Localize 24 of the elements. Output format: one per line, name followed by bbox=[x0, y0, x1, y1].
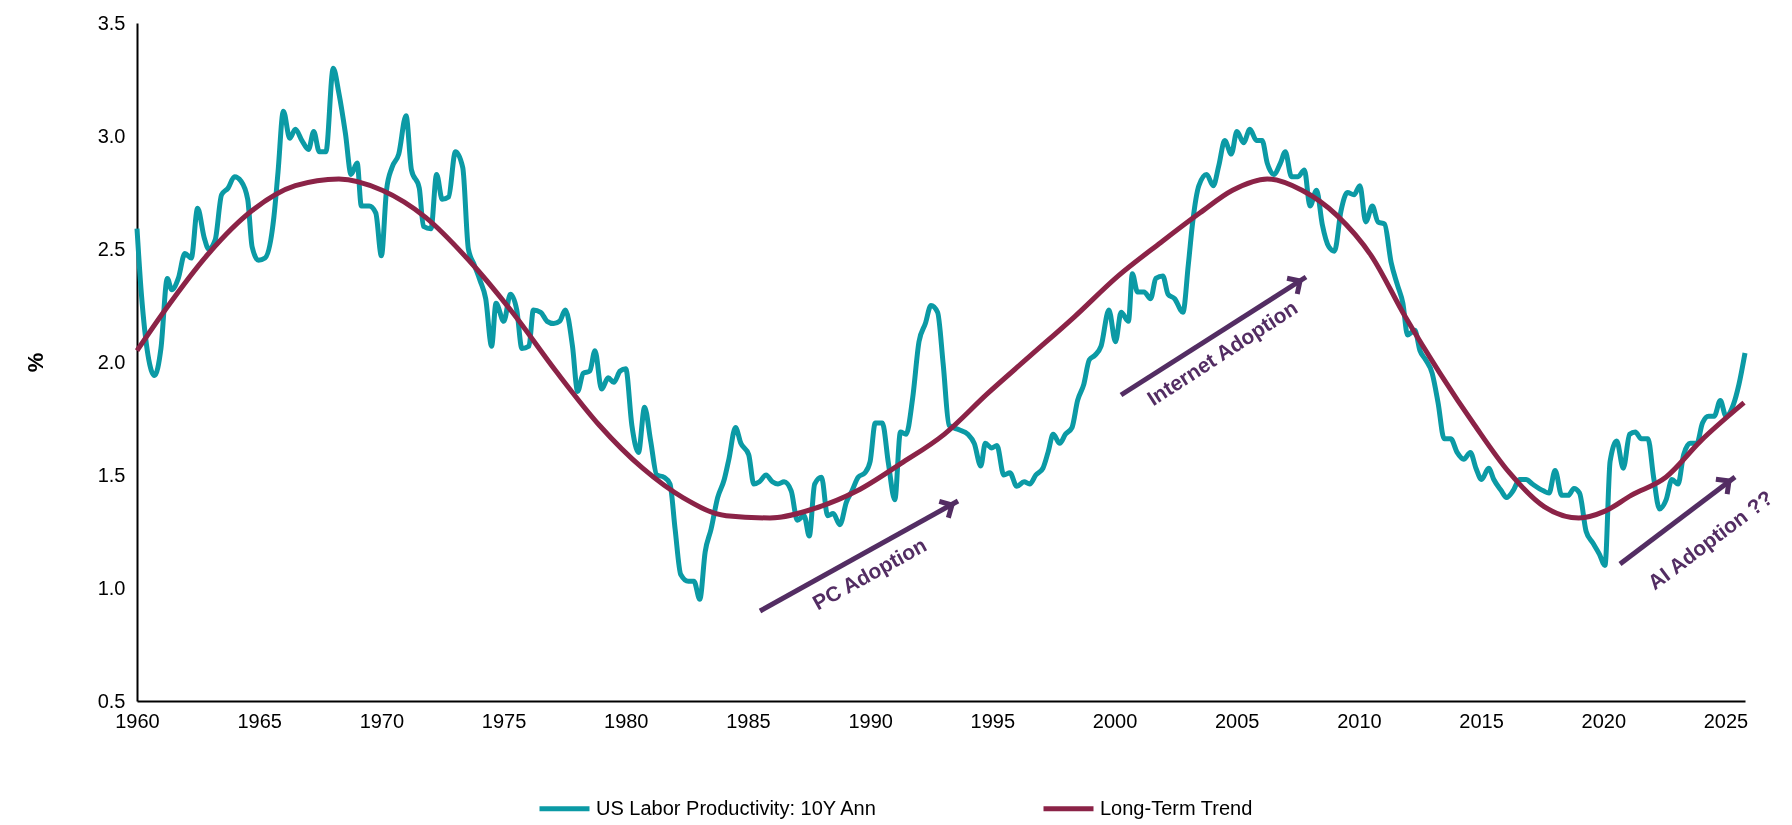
x-tick-label: 2000 bbox=[1092, 709, 1138, 732]
y-tick-label: 3.5 bbox=[97, 11, 126, 34]
legend-label: US Labor Productivity: 10Y Ann bbox=[596, 796, 876, 819]
x-tick-label: 2005 bbox=[1214, 709, 1260, 732]
x-tick-label: 2025 bbox=[1703, 709, 1749, 732]
x-tick-label: 2010 bbox=[1337, 709, 1382, 732]
legend-label: Long-Term Trend bbox=[1100, 796, 1253, 819]
y-tick-label: 1.5 bbox=[97, 463, 126, 486]
x-tick-label: 1990 bbox=[848, 709, 893, 732]
x-tick-label: 1970 bbox=[359, 709, 405, 732]
x-tick-label: 2020 bbox=[1581, 709, 1627, 732]
x-tick-label: 1980 bbox=[604, 709, 649, 732]
x-tick-label: 2015 bbox=[1459, 709, 1504, 732]
x-tick-label: 1960 bbox=[115, 709, 160, 732]
x-tick-label: 1965 bbox=[237, 709, 282, 732]
y-axis-title: % bbox=[22, 352, 48, 373]
y-tick-label: 1.0 bbox=[97, 576, 126, 599]
y-tick-label: 2.5 bbox=[97, 237, 126, 260]
x-tick-label: 1975 bbox=[481, 709, 527, 732]
x-tick-label: 1985 bbox=[726, 709, 771, 732]
x-tick-label: 1995 bbox=[970, 709, 1016, 732]
y-tick-label: 2.0 bbox=[97, 350, 126, 373]
y-tick-label: 0.5 bbox=[97, 689, 126, 712]
y-tick-label: 3.0 bbox=[97, 124, 126, 147]
